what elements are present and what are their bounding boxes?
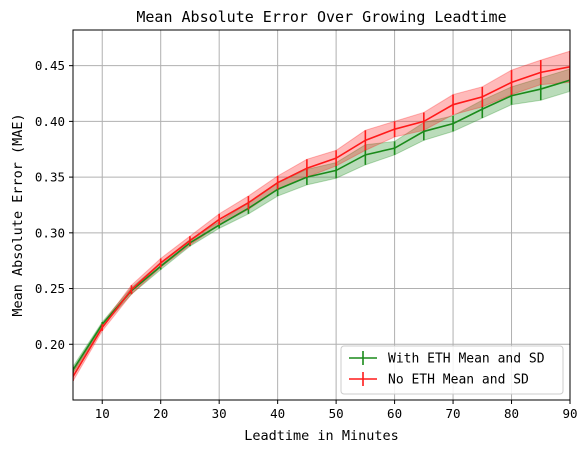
y-axis-label: Mean Absolute Error (MAE) xyxy=(10,113,26,316)
y-tick-label: 0.25 xyxy=(35,281,65,296)
y-tick-label: 0.45 xyxy=(35,58,65,73)
x-tick-label: 40 xyxy=(270,406,285,421)
y-tick-label: 0.20 xyxy=(35,337,65,352)
x-tick-label: 30 xyxy=(212,406,227,421)
sd-band-series-1 xyxy=(73,50,570,383)
series-lines xyxy=(73,65,570,378)
y-tick-label: 0.30 xyxy=(35,225,65,240)
legend-entry: With ETH Mean and SD xyxy=(349,351,545,367)
grid-lines xyxy=(73,30,571,400)
x-tick-label: 70 xyxy=(446,406,461,421)
sd-bands xyxy=(73,50,570,383)
chart-title: Mean Absolute Error Over Growing Leadtim… xyxy=(136,8,506,26)
x-axis-label: Leadtime in Minutes xyxy=(244,428,398,444)
x-tick-label: 90 xyxy=(562,406,577,421)
x-tick-label: 20 xyxy=(153,406,168,421)
x-tick-label: 60 xyxy=(387,406,402,421)
legend-label: With ETH Mean and SD xyxy=(388,352,545,367)
sd-band-series-0 xyxy=(73,68,570,375)
y-tick-label: 0.40 xyxy=(35,114,65,129)
mean-line-series-0 xyxy=(73,79,570,371)
legend-box xyxy=(340,345,564,395)
plot-frame xyxy=(72,29,571,401)
x-tick-label: 50 xyxy=(329,406,344,421)
x-tick-label: 10 xyxy=(95,406,110,421)
legend: With ETH Mean and SD No ETH Mean and SD xyxy=(340,345,564,395)
y-tick-label: 0.35 xyxy=(35,170,65,185)
error-bars xyxy=(73,51,570,382)
x-tick-label: 80 xyxy=(504,406,519,421)
legend-label: No ETH Mean and SD xyxy=(388,373,529,388)
axis-ticks: 10 20 30 40 50 60 70 80 90 0.20 0.25 0.30 0.35 0.40 0.… xyxy=(35,58,578,421)
legend-entry: No ETH Mean and SD xyxy=(349,372,529,388)
mean-line-series-1 xyxy=(73,65,570,378)
